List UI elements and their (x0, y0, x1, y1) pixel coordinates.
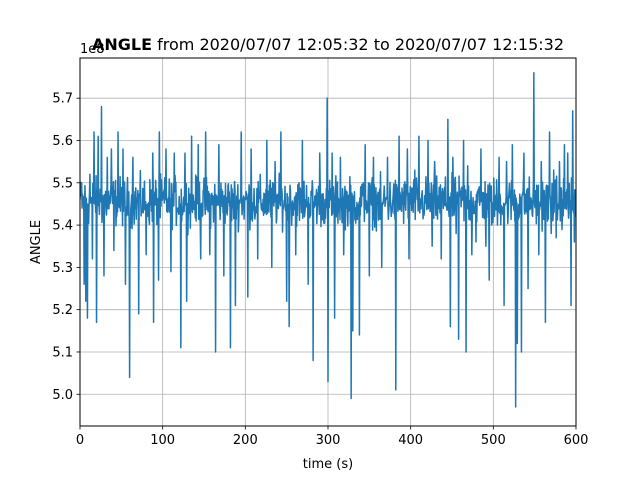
y-tick-label: 5.0 (52, 388, 73, 403)
x-axis-label: time (s) (303, 457, 353, 472)
y-axis: 5.0 5.1 5.2 5.3 5.4 5.5 5.6 5.7 (52, 92, 80, 403)
y-tick-label: 5.4 (52, 219, 73, 234)
y-tick-label: 5.3 (52, 261, 73, 276)
y-tick-label: 5.5 (52, 176, 73, 191)
x-tick-label: 300 (316, 433, 341, 448)
chart-title: ANGLE from 2020/07/07 12:05:32 to 2020/0… (92, 35, 564, 54)
title-rest: from 2020/07/07 12:05:32 to 2020/07/07 1… (152, 35, 564, 54)
y-axis-label: ANGLE (29, 220, 44, 264)
series-line (80, 72, 576, 408)
y-tick-label: 5.1 (52, 345, 73, 360)
y-tick-label: 5.7 (52, 92, 73, 107)
x-axis: 0 100 200 300 400 500 600 (76, 426, 589, 448)
x-tick-label: 600 (564, 433, 589, 448)
y-tick-label: 5.2 (52, 303, 73, 318)
title-bold: ANGLE (92, 35, 152, 54)
x-tick-label: 0 (76, 433, 84, 448)
x-tick-label: 100 (150, 433, 175, 448)
y-tick-label: 5.6 (52, 134, 73, 149)
y-offset-label: 1e8 (80, 42, 105, 57)
x-tick-label: 500 (481, 433, 506, 448)
x-tick-label: 400 (398, 433, 423, 448)
series-group (80, 72, 576, 408)
x-tick-label: 200 (233, 433, 258, 448)
